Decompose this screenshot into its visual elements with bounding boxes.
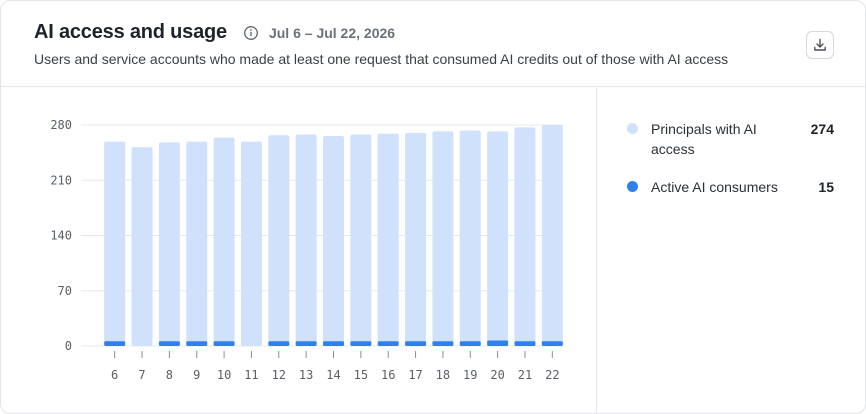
x-tick-label: 7 (138, 368, 145, 382)
bar-active-consumers (268, 341, 290, 346)
bar-active-consumers (213, 341, 235, 346)
date-range: Jul 6 – Jul 22, 2026 (268, 24, 396, 41)
x-tick-label: 22 (545, 368, 559, 382)
bar-active-consumers (104, 341, 126, 346)
bar-principals (131, 147, 153, 346)
x-tick-label: 9 (193, 368, 200, 382)
bar-active-consumers (459, 341, 481, 346)
bar-active-consumers (487, 340, 509, 346)
bar-active-consumers (432, 341, 454, 346)
bar-principals (432, 131, 454, 346)
bar-chart: 0 70 140 210 280 6 7 8 9 10 11 12 13 14 15 16 17 18 19 20 21… (50, 118, 563, 382)
bar-active-consumers (186, 341, 208, 346)
info-icon[interactable] (243, 25, 259, 41)
bar-principals (487, 131, 509, 346)
y-tick-label: 280 (50, 118, 72, 132)
y-tick-label: 140 (50, 229, 72, 243)
legend-item-principals[interactable]: Principals with AI access 274 (627, 119, 837, 159)
legend-swatch-principals (627, 123, 638, 134)
x-tick-label: 10 (217, 368, 231, 382)
y-tick-label: 210 (50, 173, 72, 187)
legend-swatch-active-consumers (627, 181, 638, 192)
card-header: AI access and usage Jul 6 – Jul 22, 2026… (1, 1, 865, 87)
x-tick-label: 18 (436, 368, 450, 382)
bar-active-consumers (377, 341, 399, 346)
x-tick-label: 12 (272, 368, 286, 382)
x-tick-label: 8 (166, 368, 173, 382)
chart-area: 0 70 140 210 280 6 7 8 9 10 11 12 13 14 15 16 17 18 19 20 21… (1, 88, 596, 413)
x-tick-label: 11 (244, 368, 258, 382)
bar-principals (158, 142, 180, 346)
bar-active-consumers (541, 341, 563, 346)
bar-principals (514, 127, 536, 346)
bar-principals (350, 134, 372, 346)
legend-item-active-consumers[interactable]: Active AI consumers 15 (627, 177, 837, 197)
download-button[interactable] (806, 31, 834, 59)
bar-principals (459, 130, 481, 346)
x-tick-label: 19 (463, 368, 477, 382)
bar-principals (405, 132, 427, 346)
bar-active-consumers (405, 341, 427, 346)
bar-active-consumers (350, 341, 372, 346)
bar-principals (186, 141, 208, 346)
panel-divider (596, 88, 597, 413)
bar-active-consumers (323, 341, 344, 346)
legend-value-active-consumers: 15 (818, 179, 834, 195)
x-tick-label: 16 (381, 368, 395, 382)
x-tick-label: 15 (354, 368, 368, 382)
x-tick-label: 14 (326, 368, 340, 382)
bar-principals (541, 125, 563, 346)
x-tick-label: 6 (111, 368, 118, 382)
legend-label-principals: Principals with AI access (651, 121, 757, 157)
bar-principals (240, 141, 262, 346)
bar-principals (323, 136, 344, 346)
x-tick-label: 17 (408, 368, 422, 382)
legend: Principals with AI access 274 Active AI … (627, 119, 837, 215)
bar-principals (104, 141, 126, 346)
x-tick-label: 13 (299, 368, 313, 382)
y-tick-label: 0 (65, 339, 72, 353)
bar-principals (377, 133, 399, 346)
bar-principals (268, 135, 290, 346)
bar-active-consumers (295, 341, 317, 346)
bar-principals (213, 137, 235, 346)
card-title: AI access and usage (34, 21, 227, 43)
x-tick-label: 20 (490, 368, 504, 382)
x-tick-label: 21 (518, 368, 532, 382)
bar-principals (295, 134, 317, 346)
card-subtitle: Users and service accounts who made at l… (34, 51, 729, 67)
bar-active-consumers (514, 341, 536, 346)
legend-value-principals: 274 (810, 121, 834, 137)
legend-label-active-consumers: Active AI consumers (651, 179, 778, 195)
y-tick-label: 70 (58, 284, 72, 298)
bar-active-consumers (158, 341, 180, 346)
download-icon (812, 37, 828, 53)
title-row: AI access and usage Jul 6 – Jul 22, 2026 (34, 21, 395, 44)
